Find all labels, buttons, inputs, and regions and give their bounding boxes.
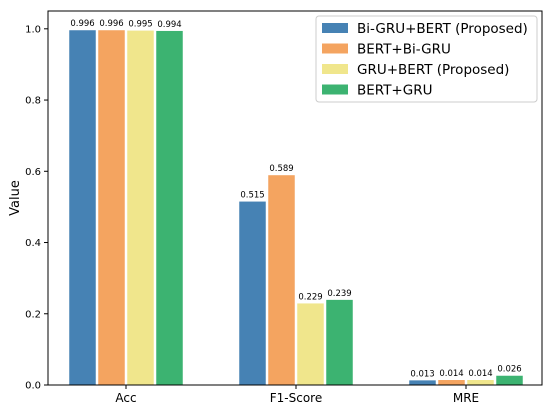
y-tick-label: 1.0 (25, 24, 41, 35)
x-axis: Acc F1-Score MRE (115, 385, 479, 405)
bars-layer (69, 30, 523, 386)
legend-swatch (322, 43, 348, 54)
bar (326, 299, 353, 385)
y-tick-label: 0.4 (25, 238, 41, 249)
plot-frame (47, 10, 543, 386)
y-tick-label: 0.2 (25, 309, 41, 320)
legend-swatch (322, 23, 348, 33)
data-label: 0.026 (497, 365, 521, 375)
data-label: 0.515 (240, 191, 264, 201)
legend-swatch (322, 84, 348, 95)
data-label: 0.996 (70, 19, 94, 29)
data-labels-layer: 0.996 0.996 0.995 0.994 0.515 0.589 0.229 0.239… (70, 19, 521, 379)
data-label: 0.229 (298, 292, 322, 302)
data-label: 0.014 (439, 369, 463, 379)
data-label: 0.014 (468, 369, 492, 379)
bar (297, 303, 324, 385)
legend: Bi-GRU+BERT (Proposed) BERT+Bi-GRU GRU+BER… (315, 15, 538, 103)
y-tick-label: 0.8 (25, 96, 41, 107)
legend-box (315, 15, 538, 103)
bar (467, 380, 494, 385)
x-category-label: Acc (115, 391, 136, 405)
y-tick-label: 0.0 (25, 381, 41, 392)
bar (127, 30, 154, 385)
bar (268, 175, 295, 385)
data-label: 0.589 (269, 164, 293, 174)
data-label: 0.994 (157, 20, 181, 30)
bar (69, 30, 96, 386)
bar (239, 201, 266, 385)
x-category-label: MRE (453, 391, 479, 405)
bar (438, 380, 465, 385)
bar (98, 30, 125, 386)
data-label: 0.239 (327, 289, 351, 299)
legend-swatch (322, 64, 348, 74)
bar (156, 30, 183, 386)
legend-entry: Bi-GRU+BERT (Proposed) (357, 21, 528, 37)
bar (496, 375, 523, 385)
data-label: 0.996 (99, 19, 123, 29)
legend-entry: BERT+Bi-GRU (357, 42, 451, 58)
x-category-label: F1-Score (270, 391, 322, 405)
y-axis: 0.0 0.2 0.4 0.6 0.8 1.0 (25, 24, 48, 392)
y-axis-label: Value (8, 180, 23, 216)
data-label: 0.995 (128, 20, 152, 30)
data-label: 0.013 (410, 369, 434, 379)
legend-entry: BERT+GRU (357, 83, 432, 99)
legend-entry: GRU+BERT (Proposed) (357, 62, 509, 78)
y-tick-label: 0.6 (25, 167, 41, 178)
bar (409, 380, 436, 385)
